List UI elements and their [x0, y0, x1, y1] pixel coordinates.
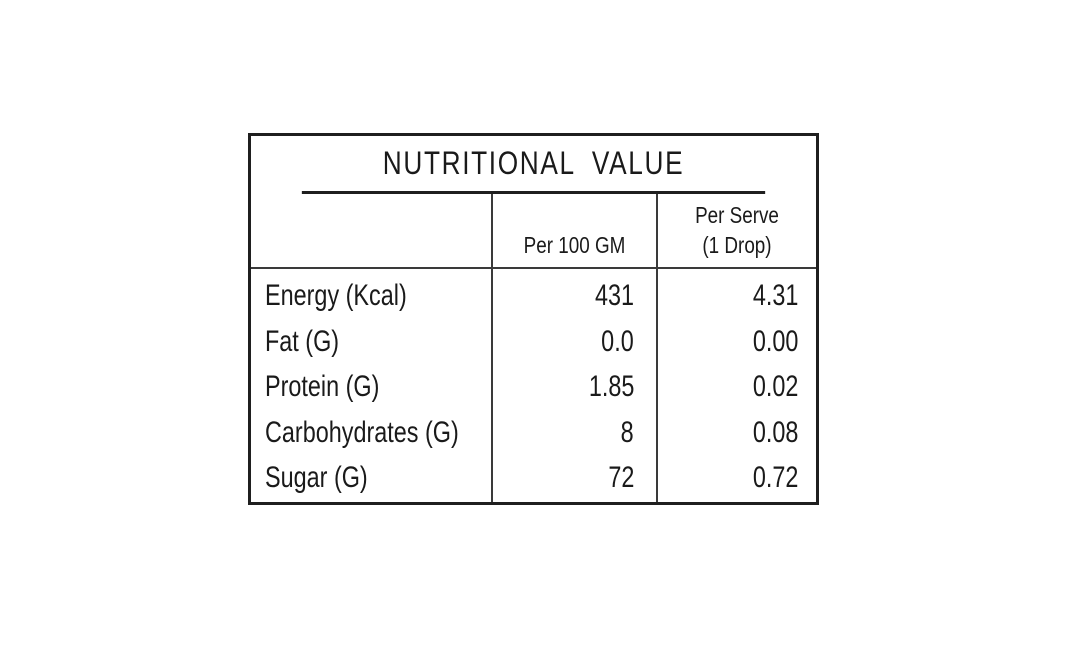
row-label: Fat (G): [265, 324, 340, 358]
row-value-per-100: 1.85: [588, 370, 634, 403]
row-value-per-100: 8: [620, 415, 634, 449]
table-row: Protein (G) 1.85 0.02: [251, 367, 816, 413]
row-label: Carbohydrates (G): [265, 415, 459, 449]
table-row: Fat (G) 0.0 0.00: [251, 322, 816, 368]
row-value-per-serve: 4.31: [752, 279, 798, 312]
header-divider: [251, 267, 816, 269]
row-value-per-100: 431: [594, 279, 634, 312]
row-value-per-serve: 0.72: [752, 461, 798, 494]
table-row: Carbohydrates (G) 8 0.08: [251, 413, 816, 459]
table-row: Sugar (G) 72 0.72: [251, 458, 816, 504]
row-value-per-100: 72: [607, 461, 634, 494]
table-body: Energy (Kcal) 431 4.31 Fat (G) 0.0 0.00 …: [251, 276, 816, 504]
row-value-per-serve: 0.00: [752, 324, 798, 358]
table-title: NUTRITIONAL VALUE: [301, 136, 766, 194]
row-value-per-serve: 0.08: [752, 415, 798, 449]
column-divider: [656, 194, 658, 502]
row-value-per-100: 0.0: [601, 324, 634, 358]
row-value-per-serve: 0.02: [752, 370, 798, 403]
column-header-per-100: Per 100 GM: [523, 232, 626, 258]
per-serve-line1: Per Serve: [695, 202, 779, 228]
column-divider: [491, 194, 493, 502]
row-label: Sugar (G): [265, 461, 368, 494]
per-serve-line2: (1 Drop): [702, 232, 772, 258]
row-label: Protein (G): [265, 370, 380, 403]
table-row: Energy (Kcal) 431 4.31: [251, 276, 816, 322]
nutrition-table: NUTRITIONAL VALUE Per 100 GM Per Serve (…: [248, 133, 819, 505]
row-label: Energy (Kcal): [265, 279, 407, 312]
column-header-per-serve: Per Serve (1 Drop): [672, 200, 802, 260]
